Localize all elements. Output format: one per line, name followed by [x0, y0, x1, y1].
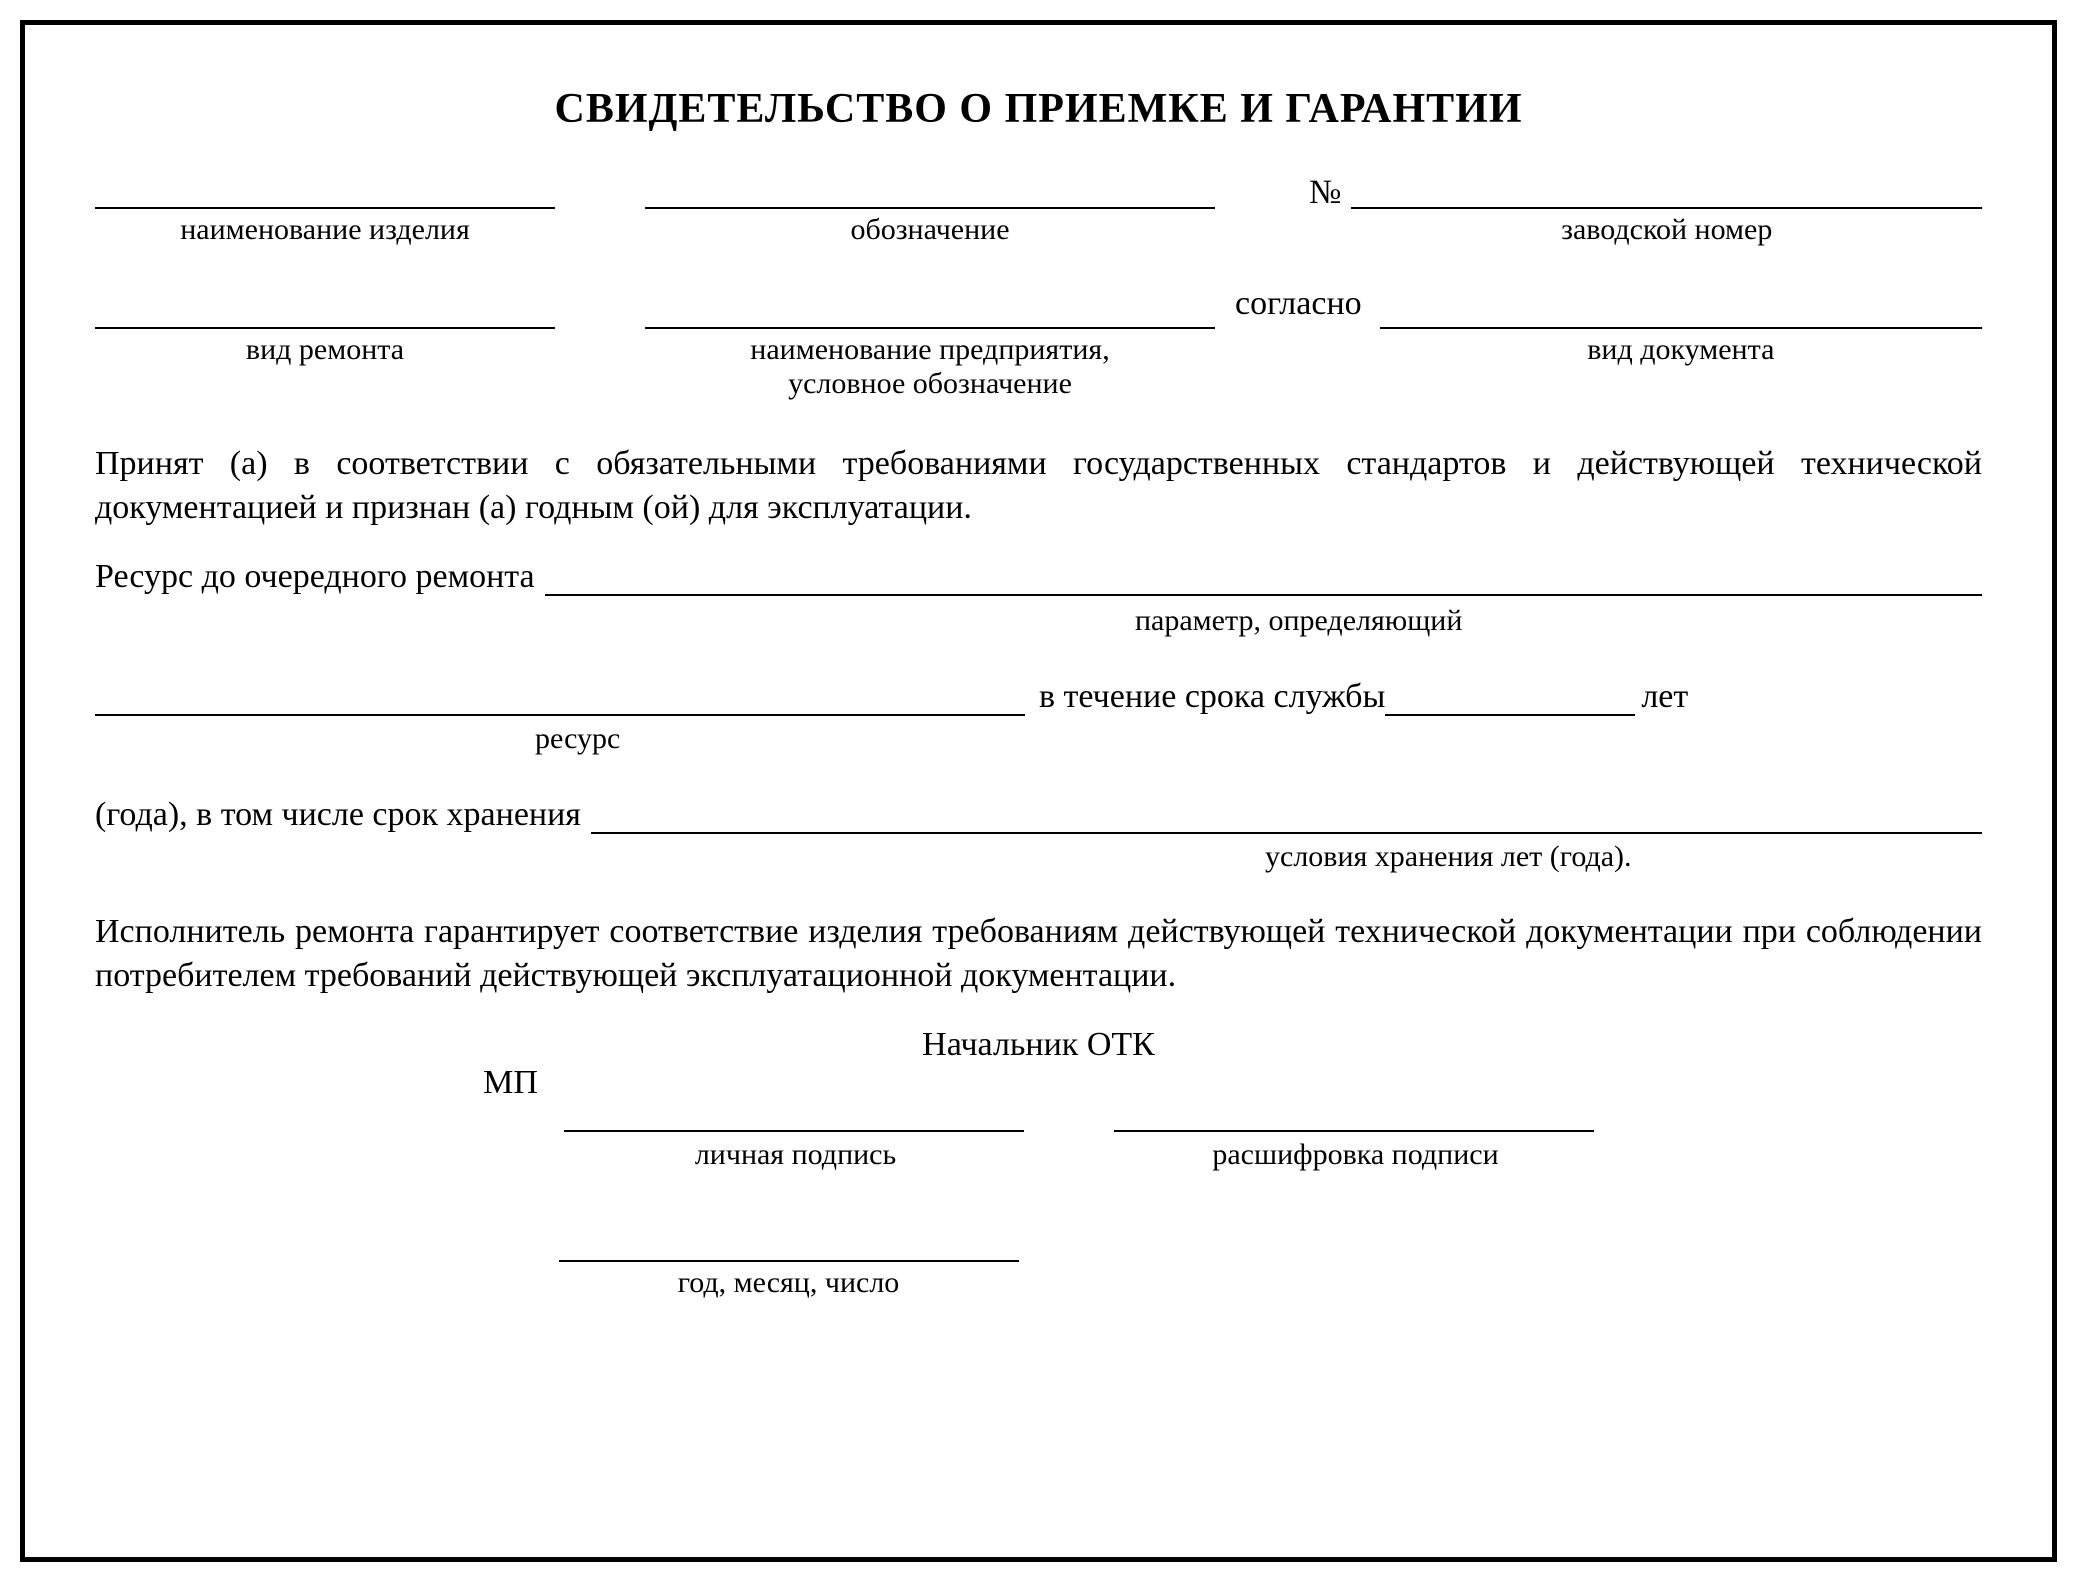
input-resource-value[interactable] — [95, 682, 1025, 716]
date-row — [95, 1228, 1982, 1262]
label-soglasno: согласно — [1235, 285, 1362, 323]
input-storage[interactable] — [591, 800, 1982, 834]
caption-designation: обозначение — [850, 213, 1009, 248]
input-designation[interactable] — [645, 173, 1215, 209]
field-document-type: вид документа — [1380, 293, 1982, 368]
field-designation: обозначение — [645, 173, 1215, 248]
input-repair-type[interactable] — [95, 293, 555, 329]
signature-title: Начальник ОТК — [95, 1026, 1982, 1064]
caption-decode: расшифровка подписи — [1116, 1138, 1596, 1172]
input-signature-decode[interactable] — [1114, 1098, 1594, 1132]
number-symbol: № — [1309, 174, 1341, 214]
warranty-paragraph: Исполнитель ремонта гарантирует соответс… — [95, 910, 1982, 998]
input-years[interactable] — [1385, 682, 1635, 716]
caption-company: наименование предприятия, условное обозн… — [750, 333, 1109, 402]
input-product-name[interactable] — [95, 173, 555, 209]
row-repair-info: вид ремонта наименование предприятия, ус… — [95, 293, 1982, 402]
signature-captions: личная подпись расшифровка подписи — [95, 1138, 1982, 1172]
row-storage: (года), в том числе срок хранения — [95, 796, 1982, 834]
label-storage: (года), в том числе срок хранения — [95, 796, 581, 834]
caption-serial-number: заводской номер — [1561, 213, 1772, 248]
certificate-form: СВИДЕТЕЛЬСТВО О ПРИЕМКЕ И ГАРАНТИИ наиме… — [20, 20, 2057, 1562]
label-service-life: в течение срока службы — [1039, 678, 1385, 716]
caption-document-type: вид документа — [1587, 333, 1774, 368]
input-serial-number[interactable] — [1351, 173, 1982, 209]
caption-resource-parameter: параметр, определяющий — [95, 604, 1982, 638]
input-date[interactable] — [559, 1228, 1019, 1262]
row-resource: Ресурс до очередного ремонта — [95, 558, 1982, 596]
form-title: СВИДЕТЕЛЬСТВО О ПРИЕМКЕ И ГАРАНТИИ — [95, 85, 1982, 133]
input-document-type[interactable] — [1380, 293, 1982, 329]
acceptance-paragraph: Принят (а) в соответствии с обязательным… — [95, 442, 1982, 530]
input-signature[interactable] — [564, 1098, 1024, 1132]
caption-resource: ресурс — [95, 722, 1982, 756]
input-company[interactable] — [645, 293, 1215, 329]
caption-storage: условия хранения лет (года). — [95, 840, 1982, 874]
input-resource-parameter[interactable] — [545, 562, 1982, 596]
caption-repair-type: вид ремонта — [246, 333, 404, 368]
field-serial-number: заводской номер — [1351, 173, 1982, 248]
field-product-name: наименование изделия — [95, 173, 555, 248]
label-years: лет — [1641, 678, 1688, 716]
caption-date: год, месяц, число — [0, 1266, 1732, 1300]
caption-signature: личная подпись — [566, 1138, 1026, 1172]
row-service-life: в течение срока службы лет — [95, 678, 1982, 716]
row-identification: наименование изделия обозначение № завод… — [95, 173, 1982, 248]
field-repair-type: вид ремонта — [95, 293, 555, 368]
caption-product-name: наименование изделия — [180, 213, 470, 248]
label-stamp-mp: МП — [483, 1064, 538, 1102]
signature-row: МП — [95, 1094, 1982, 1132]
field-company: наименование предприятия, условное обозн… — [645, 293, 1215, 402]
label-resource: Ресурс до очередного ремонта — [95, 558, 535, 596]
